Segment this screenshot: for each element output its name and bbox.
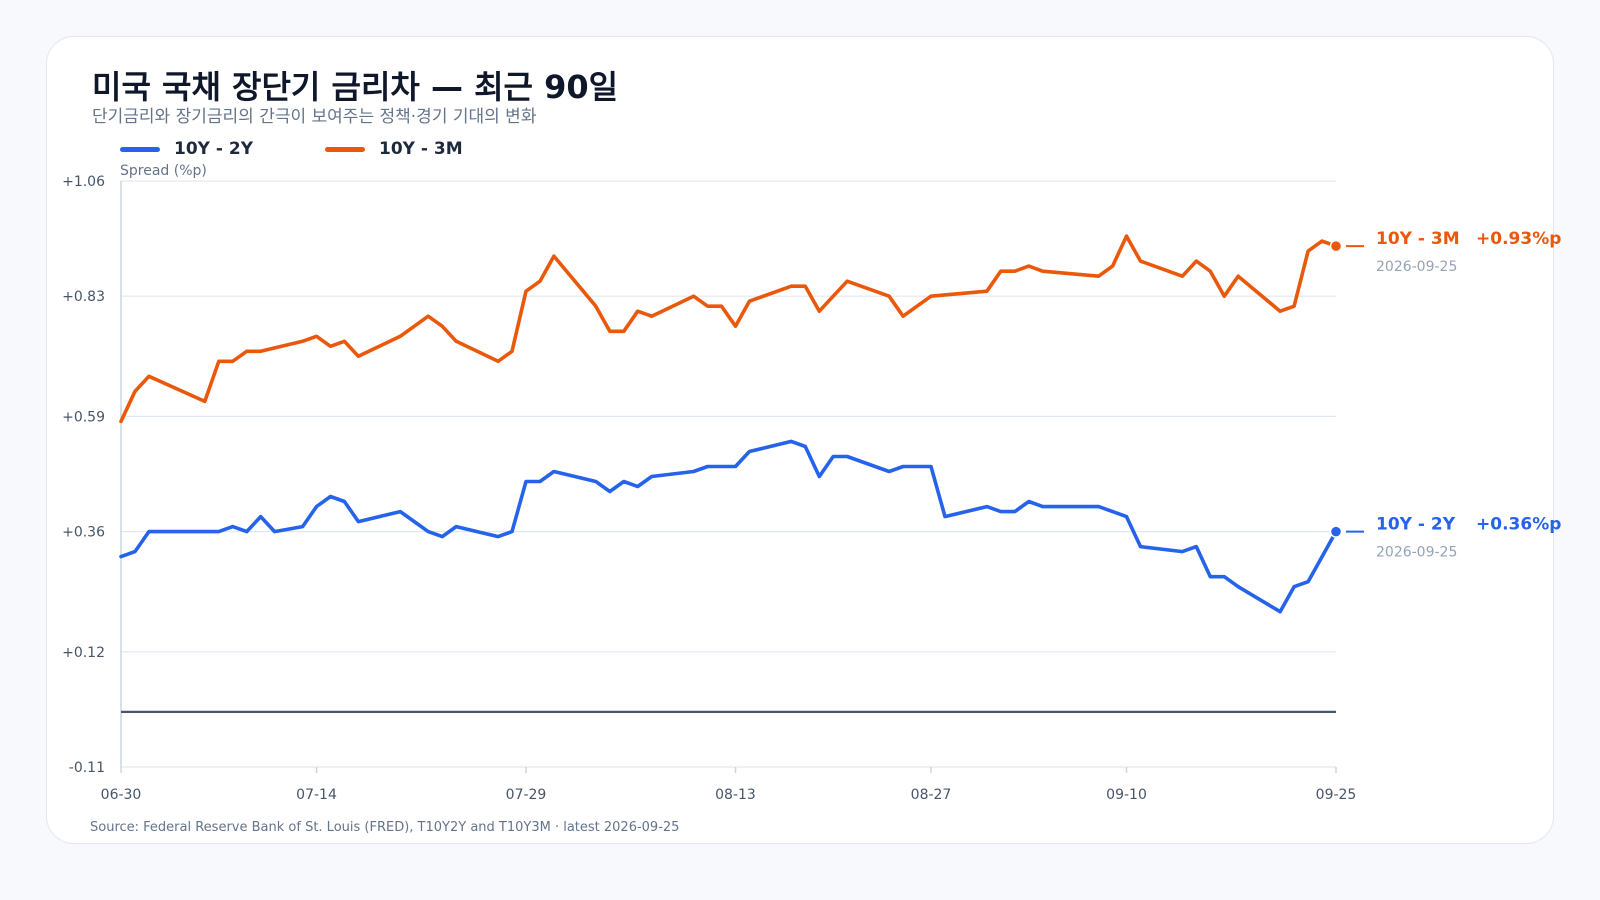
end-label-name-10y-3m: 10Y - 3M [1376, 229, 1460, 249]
y-axis-label: Spread (%p) [120, 163, 207, 179]
y-tick-label: +0.12 [62, 645, 105, 661]
x-tick-label: 09-25 [1316, 787, 1357, 803]
legend-label-10y-2y: 10Y - 2Y [174, 139, 253, 159]
series-layer [119, 234, 1343, 614]
y-tick-label: +1.06 [62, 174, 105, 190]
end-label-value-10y-2y: +0.36%p [1476, 515, 1561, 535]
y-tick-label: +0.36 [62, 525, 105, 541]
y-axis-ticks: +1.06 +0.83 +0.59 +0.36 +0.12 -0.11 [62, 174, 105, 776]
legend-item-10y-2y: 10Y - 2Y [120, 139, 253, 159]
series-end-marker-10y-3m [1329, 239, 1343, 253]
end-label-date-10y-3m: 2026-09-25 [1376, 259, 1457, 275]
x-tick-label: 06-30 [101, 787, 142, 803]
chart-card [46, 36, 1554, 844]
x-axis-ticks: 06-30 07-14 07-29 08-13 08-27 09-10 09-25 [101, 767, 1357, 803]
chart-title: 미국 국채 장단기 금리차 — 최근 90일 [92, 68, 619, 106]
end-label-name-10y-2y: 10Y - 2Y [1376, 515, 1456, 535]
grid-layer [120, 180, 1336, 768]
series-line-10y-2y [119, 439, 1338, 614]
x-tick-label: 08-27 [911, 787, 952, 803]
x-tick-label: 07-29 [506, 787, 547, 803]
x-tick-label: 08-13 [715, 787, 756, 803]
y-tick-label: -0.11 [69, 760, 105, 776]
y-tick-label: +0.59 [62, 409, 105, 425]
legend-item-10y-3m: 10Y - 3M [325, 139, 463, 159]
x-tick-label: 09-10 [1106, 787, 1147, 803]
chart-subtitle: 단기금리와 장기금리의 간극이 보여주는 정책·경기 기대의 변화 [92, 107, 537, 127]
series-line-10y-3m [119, 234, 1338, 424]
y-tick-label: +0.83 [62, 289, 105, 305]
end-label-value-10y-3m: +0.93%p [1476, 229, 1561, 249]
end-label-date-10y-2y: 2026-09-25 [1376, 545, 1457, 561]
legend-label-10y-3m: 10Y - 3M [379, 139, 463, 159]
legend-swatch-10y-3m [325, 146, 365, 152]
series-end-marker-10y-2y [1329, 525, 1343, 538]
x-tick-label: 07-14 [296, 787, 337, 803]
end-labels-layer: 10Y - 2Y +0.36%p 2026-09-25 10Y - 3M +0.93%p… [1346, 229, 1561, 561]
legend-swatch-10y-2y [120, 146, 160, 152]
source-note: Source: Federal Reserve Bank of St. Loui… [90, 820, 680, 835]
chart-legend: 10Y - 2Y 10Y - 3M [120, 138, 535, 160]
